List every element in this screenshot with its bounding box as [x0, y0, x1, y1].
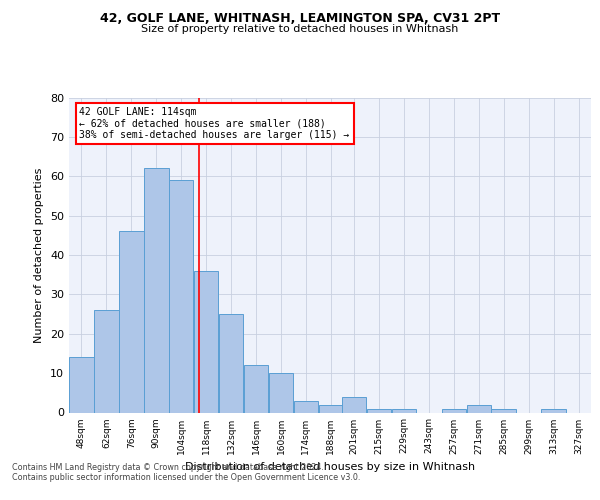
Text: 42, GOLF LANE, WHITNASH, LEAMINGTON SPA, CV31 2PT: 42, GOLF LANE, WHITNASH, LEAMINGTON SPA,… [100, 12, 500, 26]
Bar [269, 373, 293, 412]
X-axis label: Distribution of detached houses by size in Whitnash: Distribution of detached houses by size … [185, 462, 475, 472]
Bar [367, 408, 391, 412]
Bar [244, 365, 268, 412]
Bar [169, 180, 193, 412]
Bar [392, 408, 416, 412]
Text: Size of property relative to detached houses in Whitnash: Size of property relative to detached ho… [142, 24, 458, 34]
Text: Contains public sector information licensed under the Open Government Licence v3: Contains public sector information licen… [12, 474, 361, 482]
Bar [119, 232, 143, 412]
Bar [491, 408, 516, 412]
Bar [94, 310, 119, 412]
Bar [219, 314, 244, 412]
Bar [541, 408, 566, 412]
Bar [294, 400, 318, 412]
Bar [319, 404, 343, 412]
Bar [467, 404, 491, 412]
Y-axis label: Number of detached properties: Number of detached properties [34, 168, 44, 342]
Bar [342, 397, 366, 412]
Text: Contains HM Land Registry data © Crown copyright and database right 2024.: Contains HM Land Registry data © Crown c… [12, 464, 324, 472]
Text: 42 GOLF LANE: 114sqm
← 62% of detached houses are smaller (188)
38% of semi-deta: 42 GOLF LANE: 114sqm ← 62% of detached h… [79, 107, 350, 140]
Bar [194, 271, 218, 412]
Bar [69, 358, 94, 412]
Bar [144, 168, 169, 412]
Bar [442, 408, 466, 412]
